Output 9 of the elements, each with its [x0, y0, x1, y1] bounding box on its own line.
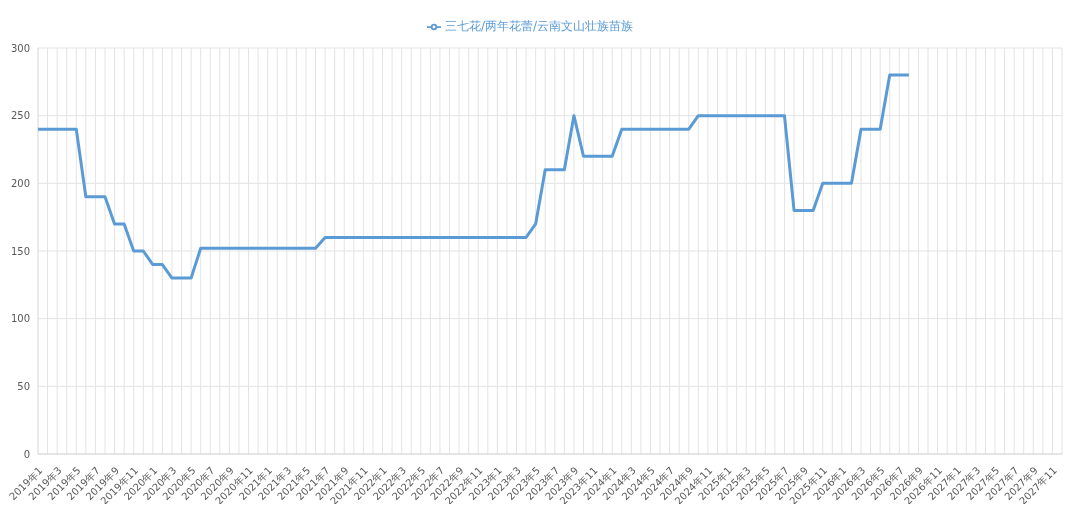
y-tick-label: 150	[10, 245, 30, 257]
y-tick-label: 0	[23, 448, 30, 460]
line-series	[36, 73, 911, 280]
y-tick-label: 300	[10, 42, 30, 54]
y-tick-label: 200	[10, 177, 30, 189]
legend-label: 三七花/两年花蕾/云南文山壮族苗族	[444, 19, 634, 33]
y-tick-label: 250	[10, 110, 30, 122]
y-tick-label: 100	[10, 313, 30, 325]
y-tick-label: 50	[17, 380, 30, 392]
